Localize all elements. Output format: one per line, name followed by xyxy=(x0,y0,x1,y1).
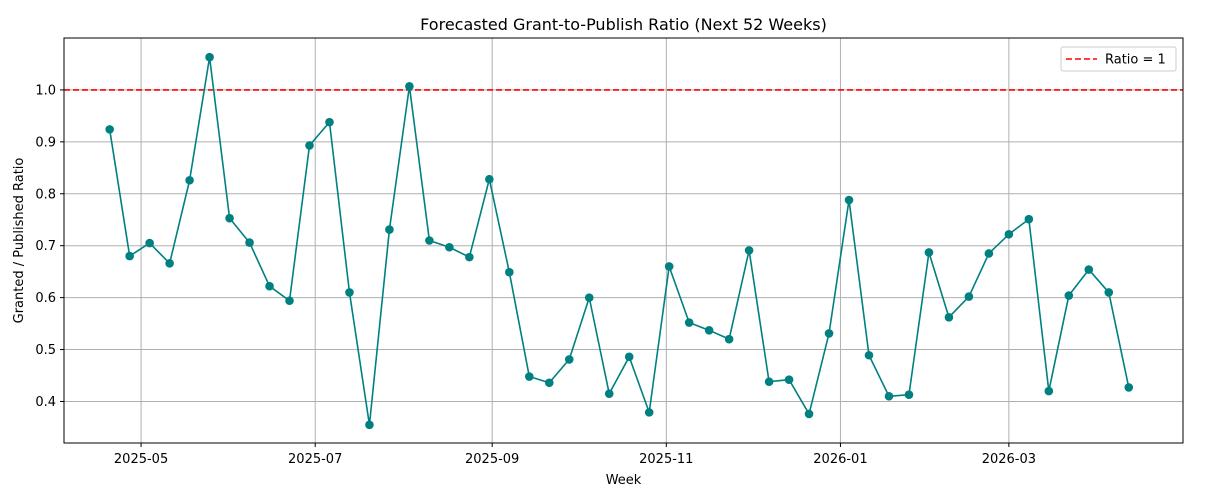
y-tick-label: 0.4 xyxy=(35,395,56,410)
y-tick-label: 0.5 xyxy=(35,343,56,358)
data-point xyxy=(965,292,974,301)
data-point xyxy=(505,268,514,277)
data-point xyxy=(785,375,794,384)
data-point xyxy=(265,282,274,291)
data-point xyxy=(525,372,534,381)
data-point xyxy=(125,252,134,261)
data-point xyxy=(465,253,474,262)
data-point xyxy=(305,141,314,150)
y-tick-label: 0.6 xyxy=(35,291,56,306)
data-point xyxy=(645,408,654,417)
data-point xyxy=(345,288,354,297)
data-point xyxy=(285,296,294,305)
x-tick-label: 2025-09 xyxy=(465,452,519,467)
x-tick-label: 2025-07 xyxy=(288,452,342,467)
data-point xyxy=(1045,387,1054,396)
data-point xyxy=(945,313,954,322)
data-point xyxy=(765,377,774,386)
data-point xyxy=(1124,383,1133,392)
data-point xyxy=(485,175,494,184)
data-point xyxy=(405,82,414,91)
data-point xyxy=(105,125,114,134)
data-point xyxy=(685,318,694,327)
x-tick-label: 2026-03 xyxy=(982,452,1036,467)
x-axis-title: Week xyxy=(606,473,642,488)
data-point xyxy=(825,329,834,338)
data-point xyxy=(625,353,634,362)
data-point xyxy=(985,249,994,258)
legend: Ratio = 1 xyxy=(1061,47,1176,71)
data-point xyxy=(185,176,194,185)
data-point xyxy=(365,421,374,430)
y-tick-label: 0.9 xyxy=(35,135,56,150)
data-point xyxy=(845,196,854,205)
data-point xyxy=(205,53,214,62)
data-point xyxy=(745,246,754,255)
x-tick-label: 2025-05 xyxy=(114,452,168,467)
y-tick-label: 0.8 xyxy=(35,187,56,202)
data-point xyxy=(1025,215,1034,224)
data-point xyxy=(325,118,334,127)
data-point xyxy=(225,214,234,223)
data-point xyxy=(585,293,594,302)
data-point xyxy=(445,243,454,252)
data-point xyxy=(725,335,734,344)
data-point xyxy=(1065,291,1074,300)
data-point xyxy=(425,236,434,245)
data-point xyxy=(1084,265,1093,274)
x-tick-label: 2026-01 xyxy=(813,452,867,467)
data-point xyxy=(925,248,934,257)
data-point xyxy=(865,351,874,360)
y-tick-label: 0.7 xyxy=(35,239,56,254)
legend-label-reference: Ratio = 1 xyxy=(1105,53,1166,68)
data-point xyxy=(385,225,394,234)
chart-title: Forecasted Grant-to-Publish Ratio (Next … xyxy=(420,15,827,34)
data-point xyxy=(905,390,914,399)
data-point xyxy=(885,392,894,401)
data-point xyxy=(565,355,574,364)
data-point xyxy=(605,389,614,398)
data-point xyxy=(665,262,674,271)
data-point xyxy=(545,378,554,387)
data-point xyxy=(145,239,154,248)
data-point xyxy=(705,326,714,335)
data-point xyxy=(1005,230,1014,239)
data-point xyxy=(245,238,254,247)
data-point xyxy=(165,259,174,268)
data-point xyxy=(805,410,814,419)
data-point xyxy=(1104,288,1113,297)
x-tick-label: 2025-11 xyxy=(639,452,693,467)
y-axis-title: Granted / Published Ratio xyxy=(12,158,27,324)
y-tick-label: 1.0 xyxy=(35,83,56,98)
